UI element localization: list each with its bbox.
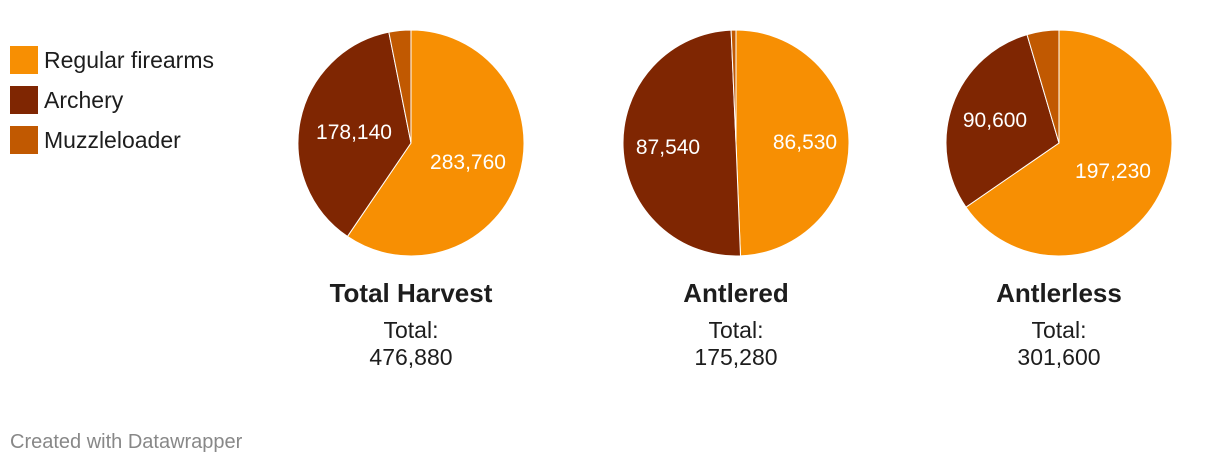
slice-label-archery: 178,140	[316, 121, 392, 144]
slice-label-regular-firearms: 86,530	[773, 131, 837, 154]
legend-label: Muzzleloader	[44, 126, 181, 153]
pie-total-label: Total:	[384, 317, 439, 343]
slice-label-regular-firearms: 197,230	[1075, 160, 1151, 183]
pie-antlered: 86,530 87,540 Antlered Total:175,280	[622, 29, 850, 370]
pie-total-value: 175,280	[694, 344, 777, 370]
pie-slice-regular-firearms	[965, 29, 1173, 257]
pie-antlerless: 197,230 90,600 Antlerless Total:301,600	[945, 29, 1173, 370]
pie-slice-archery	[945, 33, 1060, 208]
pie-title: Antlerless	[996, 278, 1122, 308]
legend-item-archery: Archery	[10, 80, 214, 120]
pie-slice-regular-firearms	[735, 29, 850, 257]
pie-title: Antlered	[683, 278, 788, 308]
legend-swatch-archery	[10, 86, 38, 114]
pie-slice-muzzleloader	[1026, 29, 1060, 144]
pie-slice-regular-firearms	[346, 29, 525, 257]
legend-item-regular-firearms: Regular firearms	[10, 40, 214, 80]
pie-slice-muzzleloader	[388, 29, 412, 144]
legend-item-muzzleloader: Muzzleloader	[10, 120, 214, 160]
legend: Regular firearms Archery Muzzleloader	[10, 40, 214, 160]
legend-swatch-muzzleloader	[10, 126, 38, 154]
datawrapper-credit: Created with Datawrapper	[10, 431, 243, 453]
pie-slice-muzzleloader	[730, 29, 737, 144]
pie-slice-archery	[297, 31, 412, 238]
legend-swatch-regular-firearms	[10, 46, 38, 74]
pie-total-value: 476,880	[369, 344, 452, 370]
pie-total-label: Total:	[1032, 317, 1087, 343]
pie-total-value: 301,600	[1017, 344, 1100, 370]
pie-title: Total Harvest	[330, 278, 493, 308]
slice-label-archery: 90,600	[963, 109, 1027, 132]
pie-total-label: Total:	[709, 317, 764, 343]
legend-label: Archery	[44, 86, 124, 113]
pie-total-harvest: 283,760 178,140 Total Harvest Total:476,880	[297, 29, 525, 370]
slice-label-regular-firearms: 283,760	[430, 151, 506, 174]
pie-slice-archery	[622, 29, 742, 257]
slice-label-archery: 87,540	[636, 136, 700, 159]
legend-label: Regular firearms	[44, 46, 214, 73]
